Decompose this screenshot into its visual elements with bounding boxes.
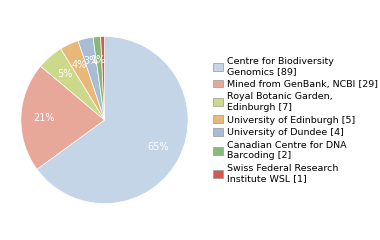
Text: 21%: 21% (33, 113, 55, 123)
Wedge shape (61, 41, 105, 120)
Wedge shape (21, 66, 104, 169)
Text: 65%: 65% (147, 142, 169, 152)
Text: 3%: 3% (83, 56, 98, 66)
Wedge shape (101, 36, 104, 120)
Wedge shape (41, 49, 105, 120)
Wedge shape (37, 36, 188, 204)
Text: 5%: 5% (57, 69, 73, 79)
Wedge shape (93, 36, 104, 120)
Text: 4%: 4% (71, 60, 87, 70)
Legend: Centre for Biodiversity
Genomics [89], Mined from GenBank, NCBI [29], Royal Bota: Centre for Biodiversity Genomics [89], M… (213, 57, 378, 183)
Wedge shape (78, 37, 105, 120)
Text: 1%: 1% (91, 55, 107, 65)
